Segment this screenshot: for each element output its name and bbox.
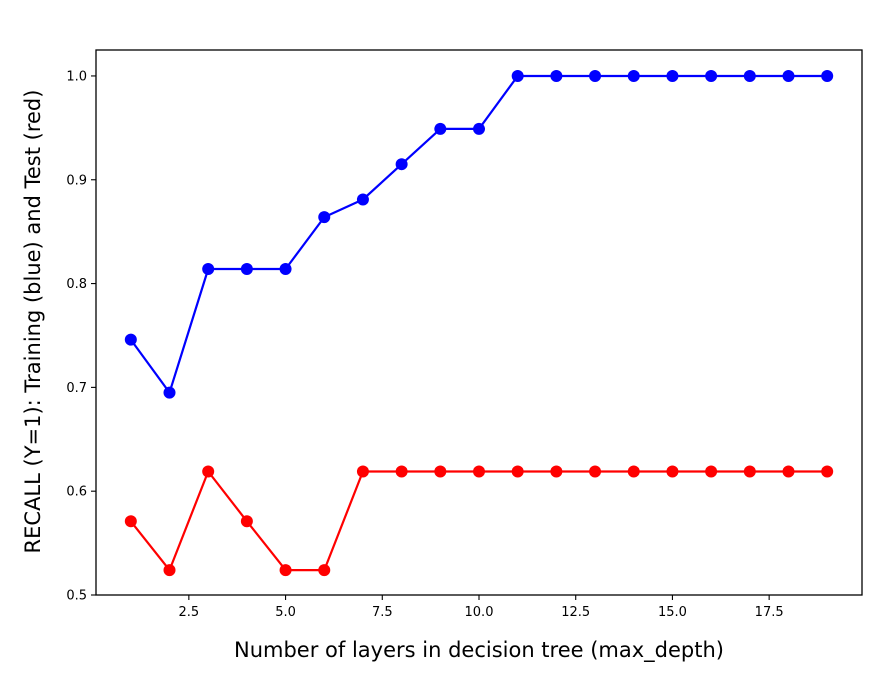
series-2-point — [473, 465, 485, 478]
x-tick-label: 17.5 — [755, 605, 784, 620]
series-2-point — [821, 465, 834, 478]
x-axis-ticks: 2.5 5.0 7.5 10.0 12.5 15.0 17.5 — [179, 595, 784, 620]
series-2-point — [550, 465, 563, 478]
x-tick-label: 10.0 — [465, 605, 494, 620]
series-1-point — [395, 158, 408, 171]
series-2-point — [743, 465, 756, 478]
series-1-point — [589, 69, 602, 82]
series-2-point — [318, 564, 331, 577]
series-2-point — [627, 465, 640, 478]
series-2-point — [202, 465, 215, 478]
x-tick-label: 2.5 — [179, 605, 200, 620]
series-1-point — [511, 69, 524, 82]
series-1-point — [240, 263, 253, 276]
y-axis-title: RECALL (Y=1): Training (blue) and Test (… — [21, 90, 45, 554]
x-tick-label: 15.0 — [658, 605, 687, 620]
series-layer — [124, 69, 834, 577]
x-tick-label: 7.5 — [372, 605, 393, 620]
series-2-point — [356, 465, 369, 478]
series-1-point — [318, 211, 331, 224]
series-2-point — [124, 515, 137, 528]
series-2-point — [163, 564, 176, 577]
y-tick-label: 0.5 — [66, 589, 87, 604]
series-2-point — [279, 564, 292, 577]
series-1-point — [821, 69, 834, 82]
y-tick-label: 0.7 — [66, 381, 87, 396]
series-1 — [124, 69, 834, 399]
series-1-point — [743, 69, 756, 82]
series-1-point — [202, 263, 215, 276]
series-1-point — [124, 333, 137, 346]
y-tick-label: 0.6 — [66, 485, 87, 500]
series-1-point — [356, 193, 369, 206]
series-2-point — [666, 465, 679, 478]
series-2-point — [589, 465, 602, 478]
y-axis-ticks: 0.5 0.6 0.7 0.8 0.9 1.0 — [66, 69, 96, 604]
y-tick-label: 0.9 — [66, 173, 87, 188]
series-1-point — [627, 69, 640, 82]
series-1-point — [473, 122, 485, 135]
x-tick-label: 12.5 — [561, 605, 590, 620]
series-1-point — [550, 69, 563, 82]
y-tick-label: 0.8 — [66, 277, 87, 292]
series-1-point — [666, 69, 679, 82]
series-2-point — [434, 465, 447, 478]
series-2-point — [511, 465, 524, 478]
series-1-point — [434, 122, 447, 135]
x-axis-title: Number of layers in decision tree (max_d… — [234, 638, 724, 663]
series-1-point — [782, 69, 795, 82]
series-2-point — [782, 465, 795, 478]
y-tick-label: 1.0 — [66, 69, 87, 84]
series-2-point — [395, 465, 408, 478]
series-1-point — [279, 263, 292, 276]
x-tick-label: 5.0 — [275, 605, 296, 620]
series-1-point — [705, 69, 718, 82]
series-2-line — [129, 470, 828, 572]
series-2 — [124, 465, 834, 577]
series-2-point — [705, 465, 718, 478]
series-2-point — [240, 515, 253, 528]
series-1-point — [163, 386, 176, 399]
